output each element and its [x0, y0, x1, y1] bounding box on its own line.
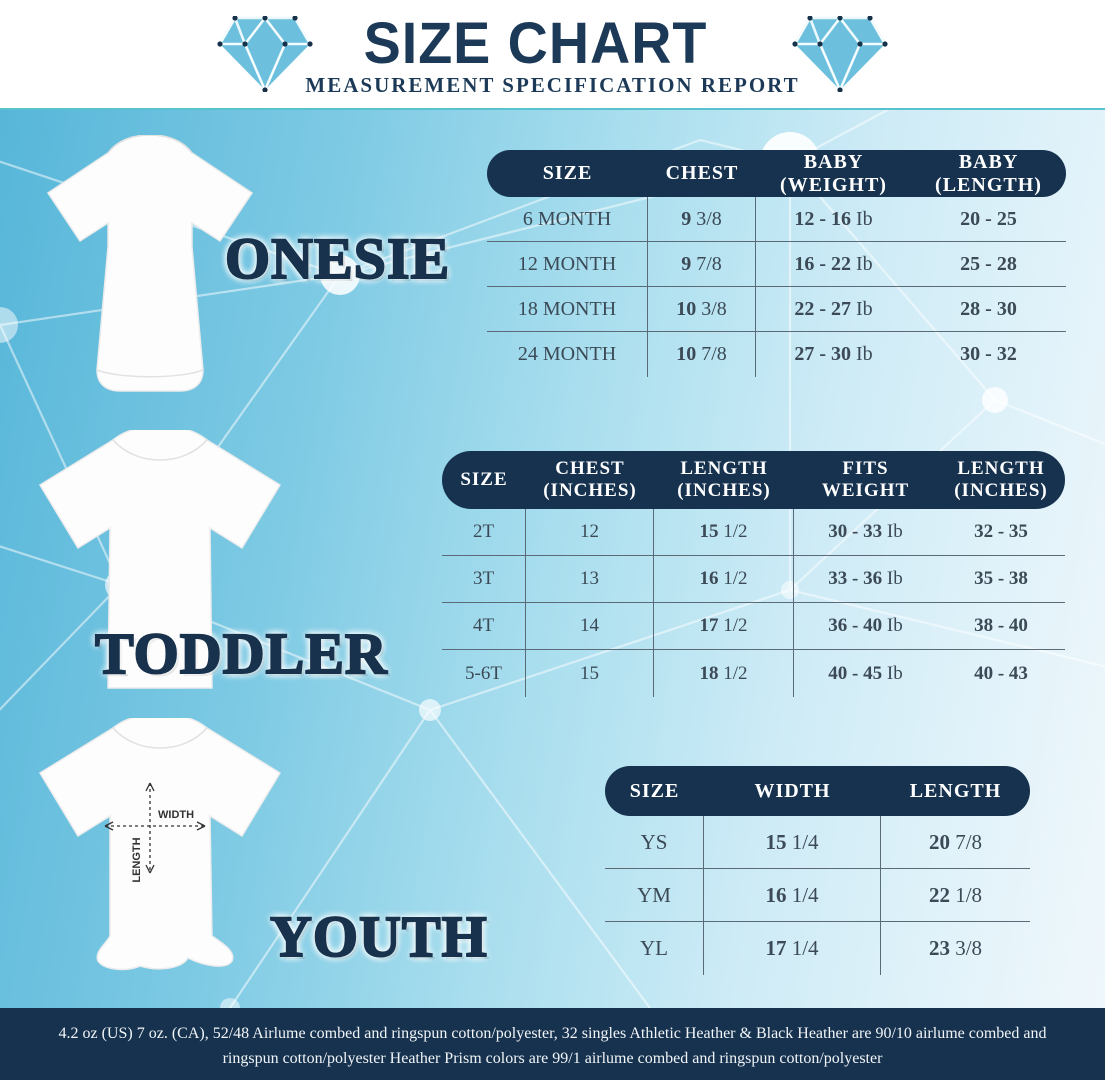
svg-text:LENGTH: LENGTH	[131, 837, 143, 882]
svg-text:WIDTH: WIDTH	[158, 809, 194, 821]
